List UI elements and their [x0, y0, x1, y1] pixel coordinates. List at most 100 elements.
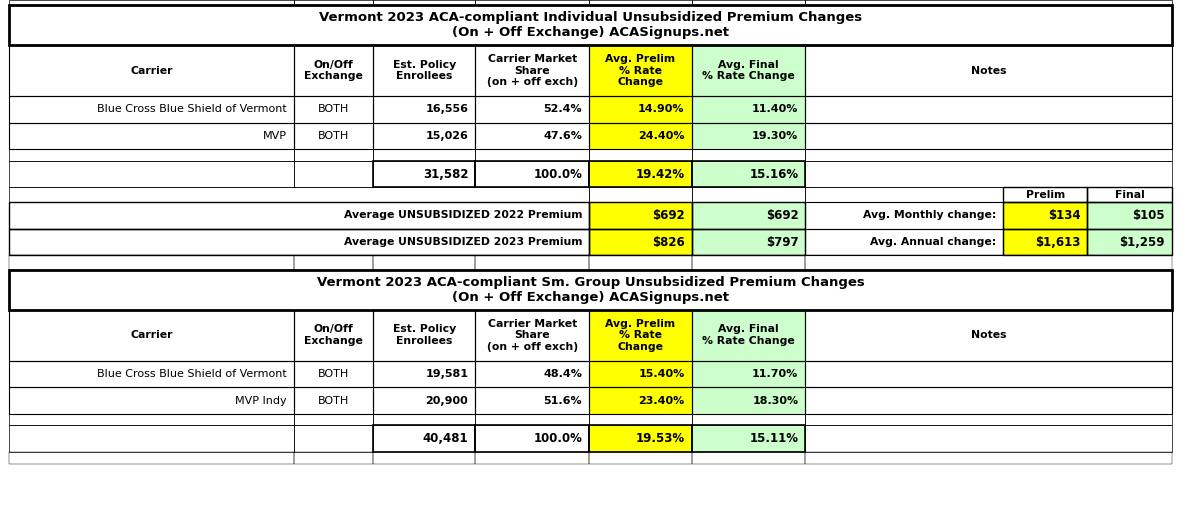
- Bar: [9, 123, 294, 149]
- Bar: [805, 255, 1172, 270]
- Bar: [373, 387, 476, 414]
- Text: 19.30%: 19.30%: [752, 131, 798, 141]
- Text: Notes: Notes: [971, 65, 1006, 76]
- Bar: [373, 387, 476, 414]
- Bar: [9, 202, 589, 229]
- Text: 15.11%: 15.11%: [750, 432, 798, 445]
- Bar: [373, 149, 476, 161]
- Bar: [373, 96, 476, 123]
- Bar: [476, 425, 589, 452]
- Bar: [9, 310, 294, 360]
- Text: BOTH: BOTH: [318, 104, 350, 114]
- Text: MVP Indy: MVP Indy: [235, 396, 287, 406]
- Bar: [9, 161, 294, 187]
- Bar: [476, 414, 589, 425]
- Bar: [476, 425, 589, 452]
- Text: Average UNSUBSIDIZED 2023 Premium: Average UNSUBSIDIZED 2023 Premium: [344, 237, 582, 247]
- Bar: [9, 360, 294, 387]
- Bar: [294, 452, 373, 464]
- Bar: [692, 229, 805, 255]
- Bar: [589, 149, 692, 161]
- Bar: [9, 452, 294, 464]
- Bar: [805, 387, 1172, 414]
- Bar: [805, 425, 1172, 452]
- Text: 15,026: 15,026: [425, 131, 469, 141]
- Bar: [805, 310, 1172, 360]
- Bar: [294, 387, 373, 414]
- Text: Avg. Annual change:: Avg. Annual change:: [870, 237, 996, 247]
- Bar: [692, 414, 805, 425]
- Text: 15.40%: 15.40%: [638, 369, 685, 379]
- Text: $692: $692: [765, 209, 798, 222]
- Bar: [805, 187, 1003, 202]
- Bar: [9, 310, 294, 360]
- Text: 100.0%: 100.0%: [534, 432, 582, 445]
- Text: 51.6%: 51.6%: [543, 396, 582, 406]
- Bar: [805, 310, 1172, 360]
- Text: 40,481: 40,481: [423, 432, 469, 445]
- Bar: [692, 45, 805, 96]
- Bar: [9, 5, 1172, 45]
- Bar: [1003, 202, 1088, 229]
- Text: 18.30%: 18.30%: [752, 396, 798, 406]
- Bar: [373, 0, 476, 5]
- Bar: [589, 96, 692, 123]
- Bar: [692, 255, 805, 270]
- Bar: [692, 123, 805, 149]
- Bar: [9, 387, 294, 414]
- Bar: [692, 255, 805, 270]
- Bar: [589, 202, 692, 229]
- Bar: [805, 161, 1172, 187]
- Bar: [476, 96, 589, 123]
- Bar: [805, 96, 1172, 123]
- Text: $134: $134: [1048, 209, 1081, 222]
- Bar: [294, 310, 373, 360]
- Bar: [692, 0, 805, 5]
- Bar: [805, 123, 1172, 149]
- Bar: [589, 414, 692, 425]
- Bar: [294, 161, 373, 187]
- Bar: [373, 452, 476, 464]
- Bar: [373, 414, 476, 425]
- Bar: [805, 229, 1003, 255]
- Bar: [692, 425, 805, 452]
- Bar: [805, 202, 1003, 229]
- Bar: [692, 161, 805, 187]
- Bar: [805, 149, 1172, 161]
- Text: $1,259: $1,259: [1118, 235, 1164, 249]
- Bar: [805, 360, 1172, 387]
- Bar: [805, 161, 1172, 187]
- Bar: [294, 255, 373, 270]
- Bar: [373, 255, 476, 270]
- Bar: [9, 149, 294, 161]
- Bar: [294, 96, 373, 123]
- Bar: [373, 149, 476, 161]
- Bar: [692, 414, 805, 425]
- Bar: [9, 123, 294, 149]
- Text: $826: $826: [652, 235, 685, 249]
- Bar: [589, 255, 692, 270]
- Text: 24.40%: 24.40%: [638, 131, 685, 141]
- Bar: [805, 202, 1003, 229]
- Bar: [589, 414, 692, 425]
- Bar: [692, 202, 805, 229]
- Bar: [1088, 229, 1172, 255]
- Bar: [373, 310, 476, 360]
- Bar: [9, 229, 589, 255]
- Bar: [692, 96, 805, 123]
- Bar: [1088, 202, 1172, 229]
- Text: Carrier Market
Share
(on + off exch): Carrier Market Share (on + off exch): [487, 319, 578, 352]
- Bar: [9, 387, 294, 414]
- Bar: [1003, 187, 1088, 202]
- Bar: [692, 229, 805, 255]
- Bar: [589, 425, 692, 452]
- Bar: [805, 0, 1172, 5]
- Bar: [805, 414, 1172, 425]
- Bar: [9, 255, 294, 270]
- Text: Average UNSUBSIDIZED 2022 Premium: Average UNSUBSIDIZED 2022 Premium: [344, 210, 582, 220]
- Text: 20,900: 20,900: [425, 396, 469, 406]
- Bar: [692, 123, 805, 149]
- Text: Avg. Prelim
% Rate
Change: Avg. Prelim % Rate Change: [606, 54, 676, 87]
- Bar: [294, 45, 373, 96]
- Bar: [476, 360, 589, 387]
